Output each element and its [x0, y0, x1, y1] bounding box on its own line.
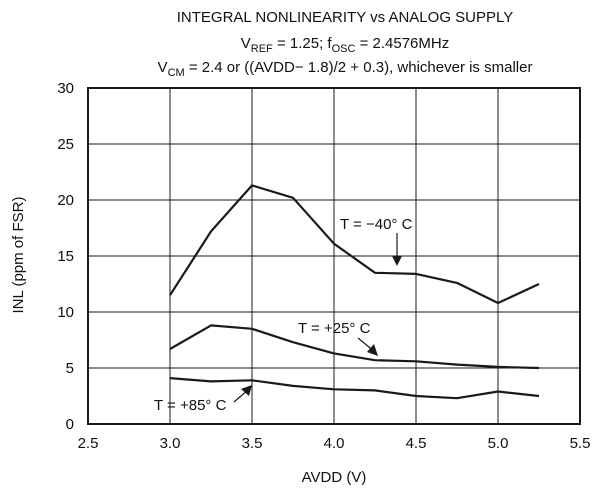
x-tick-label: 2.5 — [78, 435, 99, 452]
y-tick-label: 25 — [57, 136, 74, 153]
series-group — [169, 184, 540, 400]
y-tick-label: 5 — [66, 360, 74, 377]
x-axis-label: AVDD (V) — [302, 469, 367, 486]
y-tick-label: 15 — [57, 248, 74, 265]
y-tick-label: 20 — [57, 192, 74, 209]
y-tick-label: 30 — [57, 80, 74, 97]
y-axis-label: INL (ppm of FSR) — [10, 197, 27, 314]
subtitle-2-part-1: V — [158, 59, 168, 76]
plot-frame — [87, 87, 581, 425]
x-tick-label: 3.0 — [160, 435, 181, 452]
x-tick-label: 3.5 — [242, 435, 263, 452]
x-tick-labels: 2.5 3.0 3.5 4.0 4.5 5.0 5.5 — [78, 435, 591, 452]
chart-subtitle-line-2: VCM = 2.4 or ((AVDD− 1.8)/2 + 0.3), whic… — [158, 59, 533, 79]
annotation-plus85: T = +85° C — [154, 397, 227, 414]
annotation-arrow-plus25 — [357, 337, 378, 356]
subtitle-1-part-2: = 1.25; f — [273, 35, 333, 52]
annotation-arrow-plus85 — [233, 385, 252, 403]
subtitle-1-sub-2: OSC — [332, 43, 356, 55]
subtitle-2-part-2: = 2.4 or ((AVDD− 1.8)/2 + 0.3), whicheve… — [185, 59, 533, 76]
subtitle-1-part-3: = 2.4576MHz — [355, 35, 449, 52]
subtitle-1-sub-1: REF — [251, 43, 273, 55]
series-line-plus25 — [169, 324, 540, 370]
x-tick-label: 5.0 — [488, 435, 509, 452]
y-tick-label: 0 — [66, 416, 74, 433]
chart-subtitle-line-1: VREF = 1.25; fOSC = 2.4576MHz — [241, 35, 449, 55]
y-tick-labels: 0 5 10 15 20 25 30 — [57, 80, 74, 433]
series-line-plus85 — [169, 377, 540, 400]
subtitle-1-part-1: V — [241, 35, 251, 52]
y-tick-label: 10 — [57, 304, 74, 321]
subtitle-2-sub-1: CM — [168, 67, 185, 79]
series-line-minus40 — [169, 184, 540, 305]
chart-title: INTEGRAL NONLINEARITY vs ANALOG SUPPLY — [177, 9, 513, 26]
annotation-plus25: T = +25° C — [298, 320, 371, 337]
x-tick-label: 4.5 — [406, 435, 427, 452]
annotation-arrow-minus40 — [392, 233, 402, 266]
x-tick-label: 5.5 — [570, 435, 591, 452]
x-tick-label: 4.0 — [324, 435, 345, 452]
annotation-minus40: T = −40° C — [340, 216, 413, 233]
grid — [88, 88, 580, 424]
